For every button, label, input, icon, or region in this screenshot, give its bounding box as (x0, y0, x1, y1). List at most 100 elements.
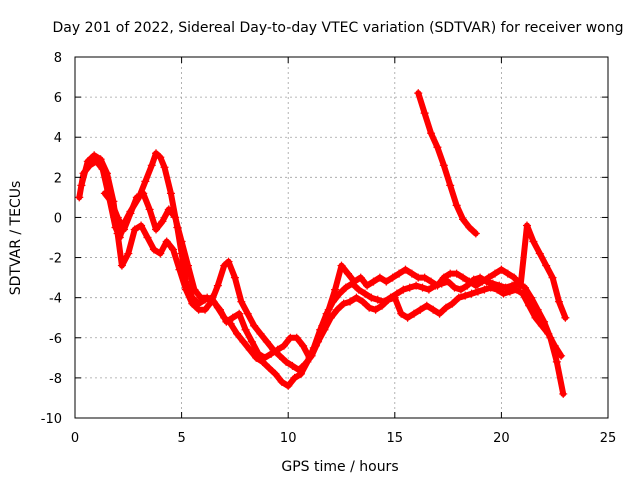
data-point (277, 377, 286, 386)
data-point (405, 283, 414, 292)
data-point (149, 245, 158, 254)
data-point (552, 357, 561, 366)
data-point (433, 143, 442, 152)
data-point (324, 305, 333, 314)
data-point (542, 261, 551, 270)
data-point (273, 345, 282, 354)
data-point (557, 351, 566, 360)
data-point (166, 189, 175, 198)
data-point (465, 223, 474, 232)
data-point (450, 283, 459, 292)
series-track-3 (100, 189, 570, 362)
y-tick-label: 4 (54, 131, 62, 146)
data-point (120, 225, 129, 234)
data-point (446, 181, 455, 190)
grid-lines (75, 57, 608, 418)
data-point (544, 329, 553, 338)
data-point (215, 305, 224, 314)
data-point (267, 349, 276, 358)
data-point (414, 89, 423, 98)
data-point (535, 249, 544, 258)
data-point (388, 273, 397, 282)
data-point (365, 303, 374, 312)
data-point (156, 249, 165, 258)
data-point (188, 299, 197, 308)
data-point (371, 305, 380, 314)
y-tick-label: 6 (54, 91, 62, 106)
data-point (503, 269, 512, 278)
data-point (418, 283, 427, 292)
x-tick-label: 0 (71, 431, 79, 446)
data-point (250, 321, 259, 330)
data-point (375, 273, 384, 282)
data-point (171, 213, 180, 222)
y-tick-label: 8 (54, 51, 62, 66)
y-tick-label: -2 (49, 252, 62, 267)
data-point (158, 217, 167, 226)
y-tick-label: -8 (49, 372, 62, 387)
data-point (233, 329, 242, 338)
data-point (147, 161, 156, 170)
data-series-group (75, 89, 570, 398)
data-point (452, 201, 461, 210)
data-point (367, 293, 376, 302)
data-point (529, 237, 538, 246)
data-point (471, 229, 480, 238)
axis-ticks (74, 56, 609, 419)
data-point (254, 349, 263, 358)
data-point (152, 149, 161, 158)
data-point (102, 169, 111, 178)
data-point (311, 341, 320, 350)
data-point (412, 281, 421, 290)
data-point (162, 237, 171, 246)
data-point (499, 289, 508, 298)
data-point (422, 301, 431, 310)
data-point (305, 353, 314, 362)
data-point (554, 297, 563, 306)
data-point (444, 277, 453, 286)
data-point (363, 281, 372, 290)
data-point (213, 281, 222, 290)
data-point (220, 261, 229, 270)
data-point (164, 205, 173, 214)
data-point (341, 283, 350, 292)
data-point (525, 301, 534, 310)
data-point (561, 313, 570, 322)
data-point (439, 273, 448, 282)
data-point (337, 261, 346, 270)
data-point (177, 237, 186, 246)
y-tick-label: -6 (49, 332, 62, 347)
data-point (245, 345, 254, 354)
data-point (512, 285, 521, 294)
data-point (505, 287, 514, 296)
data-point (373, 295, 382, 304)
data-point (459, 273, 468, 282)
data-point (126, 209, 135, 218)
data-point (113, 213, 122, 222)
y-tick-labels: -10 -8 -6 -4 -2 0 2 4 6 8 (41, 51, 62, 427)
data-point (435, 309, 444, 318)
data-point (350, 277, 359, 286)
data-point (275, 351, 284, 360)
data-point (407, 269, 416, 278)
data-point (156, 153, 165, 162)
data-point (209, 297, 218, 306)
data-point (139, 189, 148, 198)
data-point (230, 273, 239, 282)
data-point (96, 155, 105, 164)
data-point (143, 233, 152, 242)
data-point (360, 289, 369, 298)
data-point (420, 109, 429, 118)
series-line (101, 190, 569, 361)
data-point (399, 285, 408, 294)
data-point (271, 369, 280, 378)
data-point (145, 205, 154, 214)
data-point (141, 177, 150, 186)
y-tick-label: -4 (49, 292, 62, 307)
data-point (260, 353, 269, 362)
data-point (339, 299, 348, 308)
data-point (290, 373, 299, 382)
data-point (480, 285, 489, 294)
data-point (533, 305, 542, 314)
data-point (299, 341, 308, 350)
